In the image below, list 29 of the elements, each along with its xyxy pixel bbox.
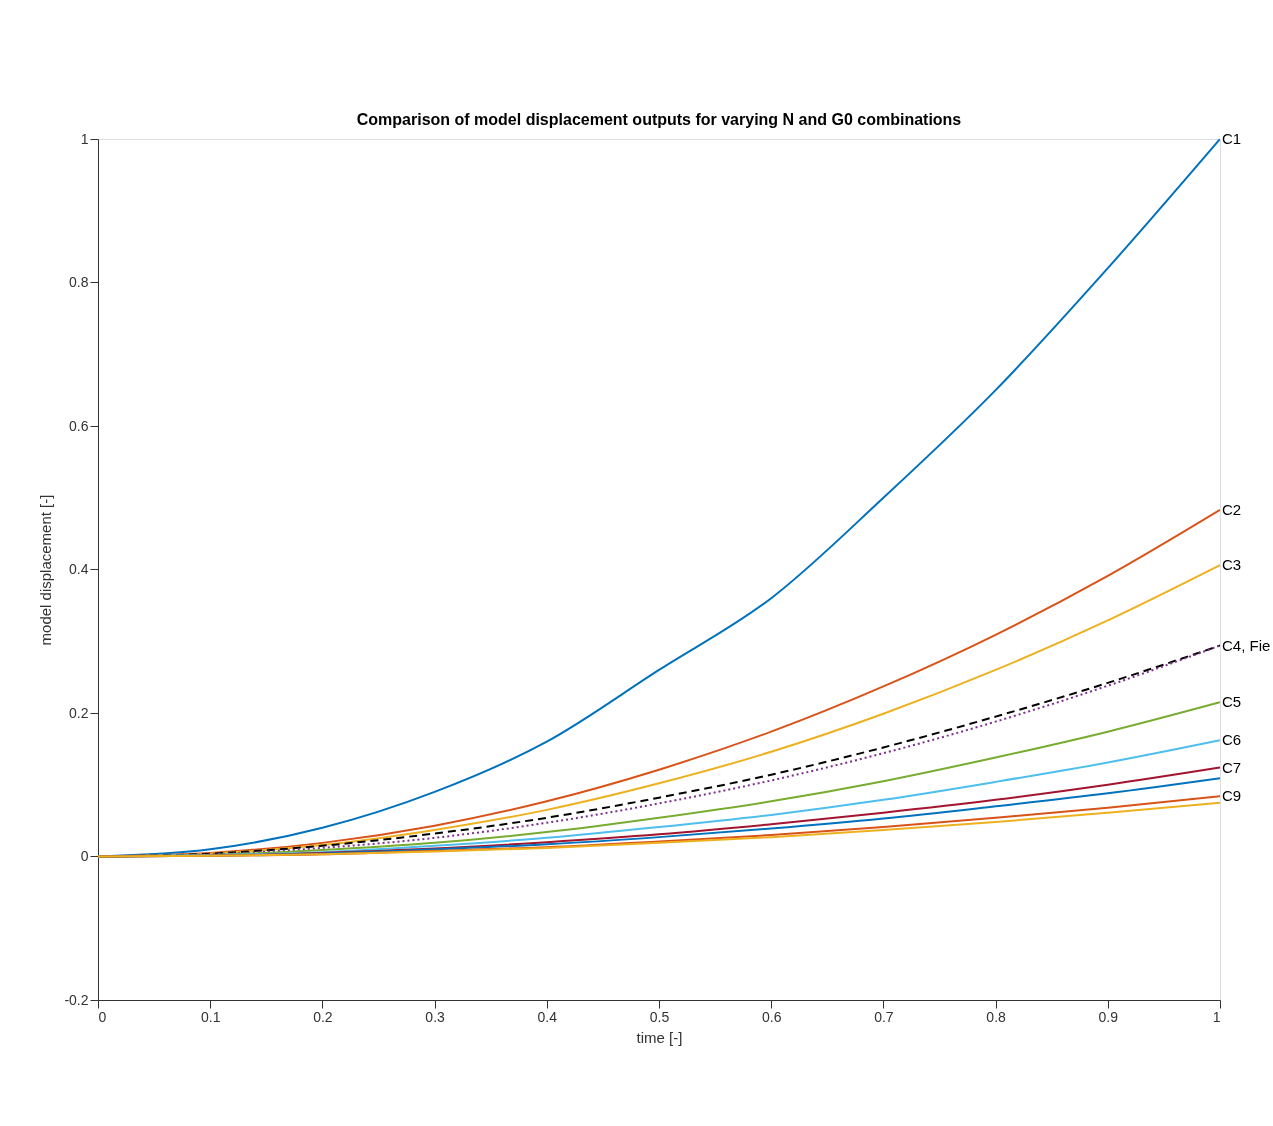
x-tick-label: 0.2 <box>313 1008 333 1025</box>
series-label: C1 <box>1222 130 1242 147</box>
y-tick-label: 0 <box>80 848 89 864</box>
x-tick-label: 0.7 <box>874 1008 894 1025</box>
x-tick-label: 0.4 <box>537 1008 558 1025</box>
series-label: C2 <box>1222 500 1242 518</box>
series-label: C9 <box>1222 787 1242 805</box>
x-tick-label: 0.1 <box>200 1008 221 1025</box>
x-tick-label: 0.9 <box>1098 1008 1119 1025</box>
series-label: C3 <box>1222 556 1242 574</box>
series-label: C4, Fie <box>1222 636 1271 654</box>
x-tick-label: 0 <box>98 1008 107 1025</box>
x-tick-label: 0.8 <box>986 1008 1007 1025</box>
series-label: C7 <box>1222 758 1242 776</box>
y-tick-label: 0.6 <box>69 417 89 434</box>
y-tick-label: 0.2 <box>69 704 89 721</box>
x-tick-label: 0.3 <box>425 1008 446 1025</box>
y-tick-label: -0.2 <box>64 991 89 1008</box>
series-label: C6 <box>1222 731 1242 749</box>
y-axis-title: model displacement [-] <box>37 494 55 646</box>
series-label: C5 <box>1222 693 1242 711</box>
x-axis-title: time [-] <box>636 1028 683 1046</box>
x-tick-label: 0.5 <box>649 1008 670 1025</box>
x-tick-label: 1 <box>1212 1008 1221 1025</box>
y-tick-label: 1 <box>80 130 89 147</box>
y-tick-label: 0.4 <box>69 561 89 577</box>
chart-title: Comparison of model displacement outputs for varying N and G0 combinations <box>356 111 962 128</box>
x-tick-label: 0.6 <box>761 1008 782 1025</box>
y-tick-label: 0.8 <box>69 274 89 290</box>
